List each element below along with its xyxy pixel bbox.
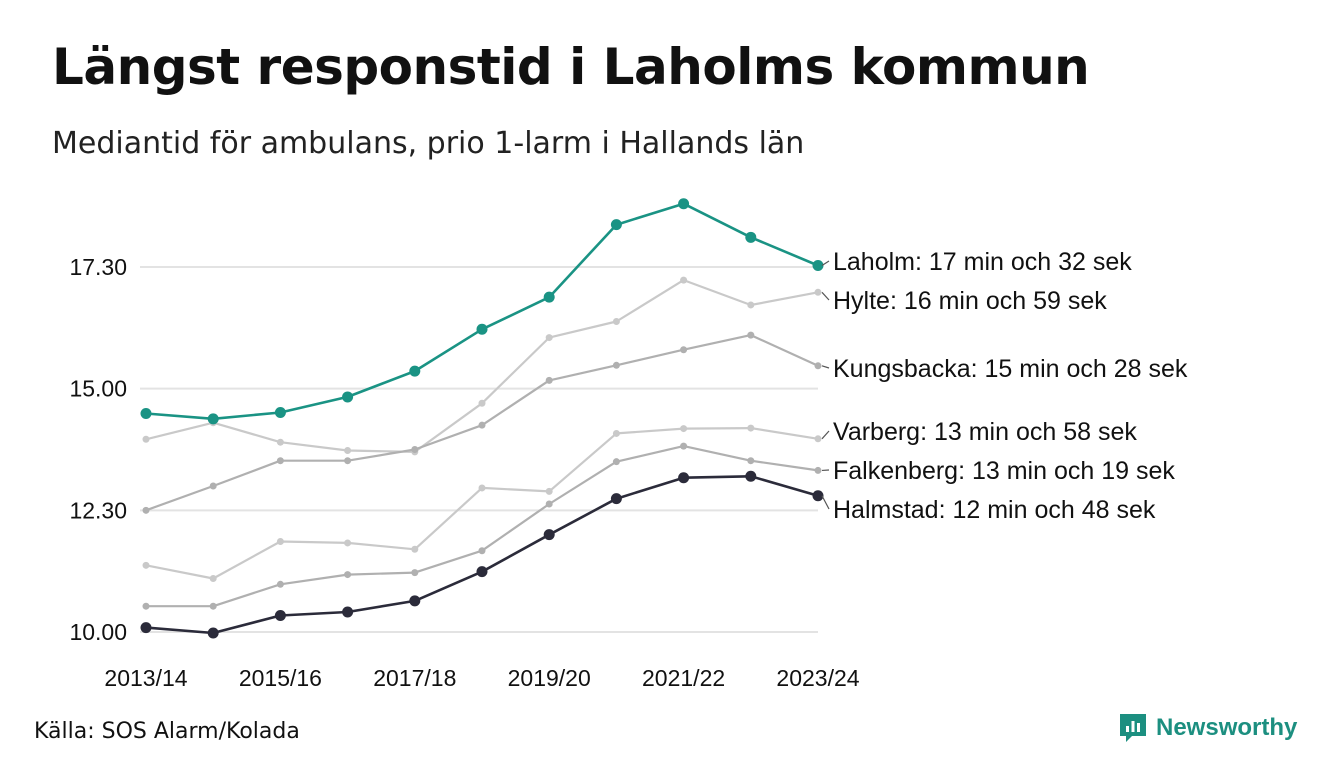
source-note: Källa: SOS Alarm/Kolada: [34, 719, 300, 744]
data-point-varberg: [478, 484, 486, 492]
data-point-varberg: [344, 539, 352, 547]
data-point-varberg: [747, 424, 755, 432]
x-tick-label: 2023/24: [776, 665, 859, 691]
x-tick-label: 2021/22: [642, 665, 725, 691]
data-point-kungsbacka: [276, 457, 284, 465]
series-line-falkenberg: [146, 445, 819, 608]
data-point-falkenberg: [814, 466, 822, 474]
data-point-varberg: [142, 561, 150, 569]
y-tick-label: 17.30: [69, 254, 127, 280]
series-line-halmstad: [145, 475, 819, 635]
data-point-kungsbacka: [142, 506, 150, 514]
data-point-hylte: [344, 446, 352, 454]
data-point-falkenberg: [747, 457, 755, 465]
data-point-falkenberg: [478, 547, 486, 555]
data-point-halmstad: [409, 595, 421, 607]
data-point-hylte: [612, 318, 620, 326]
data-point-laholm: [543, 291, 555, 303]
y-tick-label: 10.00: [69, 619, 127, 645]
data-point-halmstad: [342, 606, 354, 618]
series-label-laholm: Laholm: 17 min och 32 sek: [833, 248, 1132, 276]
data-point-varberg: [411, 545, 419, 553]
data-point-laholm: [745, 231, 757, 243]
data-point-hylte: [142, 435, 150, 443]
data-point-hylte: [478, 399, 486, 407]
data-point-falkenberg: [612, 458, 620, 466]
x-tick-label: 2017/18: [373, 665, 456, 691]
data-point-falkenberg: [209, 602, 217, 610]
data-point-laholm: [812, 260, 824, 272]
data-point-kungsbacka: [814, 362, 822, 370]
data-point-varberg: [276, 537, 284, 545]
data-point-falkenberg: [276, 580, 284, 588]
series-line-laholm: [145, 202, 819, 421]
data-point-kungsbacka: [209, 482, 217, 490]
data-point-laholm: [274, 407, 286, 419]
brand-name: Newsworthy: [1156, 714, 1298, 741]
data-point-halmstad: [140, 622, 152, 634]
data-point-laholm: [610, 219, 622, 231]
data-point-laholm: [409, 365, 421, 377]
data-point-laholm: [140, 407, 152, 419]
data-point-halmstad: [543, 529, 555, 541]
label-leader-varberg: [821, 430, 830, 440]
data-point-falkenberg: [411, 569, 419, 577]
data-point-varberg: [612, 429, 620, 437]
chart-subtitle: Mediantid för ambulans, prio 1-larm i Ha…: [52, 126, 805, 161]
data-point-varberg: [209, 574, 217, 582]
data-point-kungsbacka: [612, 361, 620, 369]
data-point-falkenberg: [142, 602, 150, 610]
x-tick-label: 2019/20: [508, 665, 591, 691]
data-point-halmstad: [745, 470, 757, 482]
data-point-halmstad: [610, 493, 622, 505]
data-point-varberg: [680, 425, 688, 433]
data-point-halmstad: [812, 490, 824, 502]
label-leader-kungsbacka: [821, 365, 830, 369]
label-leader-hylte: [821, 291, 830, 301]
x-tick-label: 2015/16: [239, 665, 322, 691]
data-point-varberg: [545, 487, 553, 495]
data-point-hylte: [747, 301, 755, 309]
series-label-hylte: Hylte: 16 min och 59 sek: [833, 287, 1107, 315]
data-point-kungsbacka: [411, 446, 419, 453]
x-tick-label: 2013/14: [104, 665, 187, 691]
data-point-halmstad: [274, 609, 286, 621]
data-point-laholm: [476, 323, 488, 335]
data-point-kungsbacka: [478, 421, 486, 429]
y-tick-label: 12.30: [69, 497, 127, 523]
data-point-falkenberg: [545, 500, 553, 508]
newsworthy-logo-icon: [1120, 714, 1146, 742]
series-label-falkenberg: Falkenberg: 13 min och 19 sek: [833, 457, 1175, 485]
label-leader-halmstad: [821, 495, 830, 510]
data-point-kungsbacka: [344, 457, 352, 465]
data-point-halmstad: [678, 472, 690, 484]
data-point-hylte: [545, 334, 553, 342]
label-leader-laholm: [821, 260, 830, 267]
data-point-halmstad: [476, 566, 488, 578]
brand-logo: Newsworthy: [1118, 712, 1297, 744]
data-point-kungsbacka: [747, 331, 755, 339]
data-point-hylte: [814, 288, 822, 296]
data-point-laholm: [342, 391, 354, 403]
chart-title: Längst responstid i Laholms kommun: [52, 38, 1090, 96]
series-line-varberg: [145, 427, 819, 580]
data-point-hylte: [276, 438, 284, 446]
data-point-falkenberg: [680, 442, 688, 450]
data-point-laholm: [678, 198, 690, 210]
series-label-kungsbacka: Kungsbacka: 15 min och 28 sek: [833, 355, 1188, 383]
data-point-laholm: [207, 413, 219, 425]
data-point-kungsbacka: [545, 376, 553, 384]
data-point-hylte: [680, 276, 688, 284]
series-label-varberg: Varberg: 13 min och 58 sek: [833, 418, 1137, 446]
data-point-varberg: [814, 435, 822, 443]
data-point-falkenberg: [344, 571, 352, 579]
data-point-kungsbacka: [680, 346, 688, 354]
data-point-halmstad: [207, 627, 219, 639]
series-label-halmstad: Halmstad: 12 min och 48 sek: [833, 496, 1156, 524]
y-tick-label: 15.00: [69, 376, 127, 402]
